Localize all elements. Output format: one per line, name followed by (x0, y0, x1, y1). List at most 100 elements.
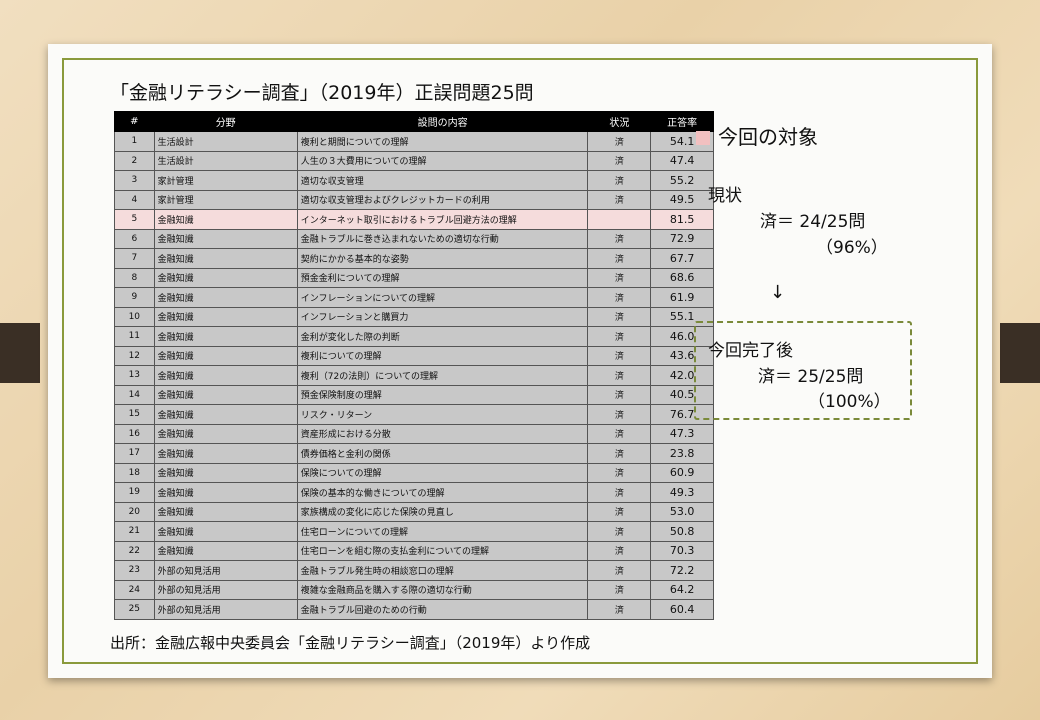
col-header-rate: 正答率 (650, 111, 714, 132)
table-body: 1 生活設計 複利と期間についての理解済 54.1 2 生活設計 人生の３大費用についての理… (114, 131, 714, 620)
cell-question: 適切な収支管理およびクレジットカードの利用 (296, 189, 589, 210)
cell-status: 済 (587, 228, 652, 249)
cell-number: 23 (114, 560, 155, 581)
table-row: 8 金融知識 預金金利についての理解済 68.6 (114, 267, 714, 288)
cell-question: 適切な収支管理 (296, 170, 589, 191)
cell-status: 済 (587, 501, 652, 522)
current-percent: （96%） (816, 238, 888, 258)
cell-question: インフレーションについての理解 (296, 287, 589, 308)
cell-question: インターネット取引におけるトラブル回避方法の理解 (296, 209, 589, 230)
table-row: 11 金融知識 金利が変化した際の判断済 46.0 (114, 326, 714, 347)
table-row: 17 金融知識 債券価格と金利の関係済 23.8 (114, 443, 714, 464)
cell-number: 16 (114, 423, 155, 444)
cell-number: 6 (114, 228, 155, 249)
table-row: 18 金融知識 保険についての理解済 60.9 (114, 462, 714, 483)
cell-status: 済 (587, 326, 652, 347)
after-completion-box (694, 321, 912, 420)
cell-field: 金融知識 (153, 443, 298, 464)
cell-number: 15 (114, 404, 155, 425)
cell-field: 家計管理 (153, 189, 298, 210)
cell-field: 外部の知見活用 (153, 599, 298, 620)
cell-rate: 72.9 (650, 228, 714, 249)
cell-field: 外部の知見活用 (153, 579, 298, 600)
cell-field: 外部の知見活用 (153, 560, 298, 581)
table-row: 23 外部の知見活用 金融トラブル発生時の相談窓口の理解済 72.2 (114, 560, 714, 581)
cell-status: 済 (587, 462, 652, 483)
cell-number: 18 (114, 462, 155, 483)
slide-title: 「金融リテラシー調査」（2019年）正誤問題25問 (110, 82, 534, 104)
table-row: 7 金融知識 契約にかかる基本的な姿勢済 67.7 (114, 248, 714, 269)
cell-number: 4 (114, 189, 155, 210)
table-row: 2 生活設計 人生の３大費用についての理解済 47.4 (114, 150, 714, 171)
cell-status: 済 (587, 248, 652, 269)
cell-rate: 72.2 (650, 560, 714, 581)
cell-field: 生活設計 (153, 131, 298, 152)
table-row: 13 金融知識 複利（72の法則）についての理解済 42.0 (114, 365, 714, 386)
cell-field: 金融知識 (153, 248, 298, 269)
cell-question: 金融トラブルに巻き込まれないための適切な行動 (296, 228, 589, 249)
current-value: 済＝ 24/25問 (760, 212, 866, 232)
target-heading: 今回の対象 (696, 121, 818, 150)
cell-question: 家族構成の変化に応じた保険の見直し (296, 501, 589, 522)
cell-rate: 81.5 (650, 209, 714, 230)
table-row: 12 金融知識 複利についての理解済 43.6 (114, 345, 714, 366)
cell-status: 済 (587, 560, 652, 581)
cell-status: 済 (587, 404, 652, 425)
cell-status: 済 (587, 150, 652, 171)
cell-rate: 55.2 (650, 170, 714, 191)
cell-rate: 42.0 (650, 365, 714, 386)
cell-number: 12 (114, 345, 155, 366)
cell-number: 5 (114, 209, 155, 230)
cell-field: 金融知識 (153, 501, 298, 522)
table-row: 25 外部の知見活用 金融トラブル回避のための行動済 60.4 (114, 599, 714, 620)
cell-question: 住宅ローンを組む際の支払金利についての理解 (296, 540, 589, 561)
table-row: 10 金融知識 インフレーションと購買力済 55.1 (114, 306, 714, 327)
cell-rate: 68.6 (650, 267, 714, 288)
cell-status: 済 (587, 443, 652, 464)
slide: 「金融リテラシー調査」（2019年）正誤問題25問 # 分野 設問の内容 状況 … (48, 44, 992, 678)
table-row: 20 金融知識 家族構成の変化に応じた保険の見直し済 53.0 (114, 501, 714, 522)
cell-rate: 61.9 (650, 287, 714, 308)
after-percent: （100%） (808, 392, 891, 412)
cell-field: 金融知識 (153, 345, 298, 366)
cell-number: 24 (114, 579, 155, 600)
cell-field: 金融知識 (153, 228, 298, 249)
cell-question: 契約にかかる基本的な姿勢 (296, 248, 589, 269)
cell-status (587, 209, 652, 230)
cell-status: 済 (587, 170, 652, 191)
cell-rate: 23.8 (650, 443, 714, 464)
table-row: 6 金融知識 金融トラブルに巻き込まれないための適切な行動済 72.9 (114, 228, 714, 249)
current-label: 現状 (708, 186, 742, 206)
table-header-row: # 分野 設問の内容 状況 正答率 (114, 111, 714, 132)
cell-question: 金利が変化した際の判断 (296, 326, 589, 347)
cell-field: 生活設計 (153, 150, 298, 171)
cell-question: 複利（72の法則）についての理解 (296, 365, 589, 386)
cell-status: 済 (587, 423, 652, 444)
target-heading-text: 今回の対象 (718, 125, 818, 149)
cell-field: 金融知識 (153, 384, 298, 405)
cell-status: 済 (587, 599, 652, 620)
col-header-number: # (114, 111, 155, 132)
table-row: 15 金融知識 リスク・リターン済 76.7 (114, 404, 714, 425)
cell-rate: 64.2 (650, 579, 714, 600)
col-header-field: 分野 (153, 111, 298, 132)
cell-field: 金融知識 (153, 404, 298, 425)
cell-question: 複利についての理解 (296, 345, 589, 366)
cell-rate: 49.3 (650, 482, 714, 503)
cell-rate: 43.6 (650, 345, 714, 366)
cell-question: 住宅ローンについての理解 (296, 521, 589, 542)
cell-question: 金融トラブル回避のための行動 (296, 599, 589, 620)
cell-number: 9 (114, 287, 155, 308)
cell-question: 保険の基本的な働きについての理解 (296, 482, 589, 503)
cell-number: 7 (114, 248, 155, 269)
after-label: 今回完了後 (708, 341, 793, 361)
cell-status: 済 (587, 540, 652, 561)
cell-number: 13 (114, 365, 155, 386)
slide-frame (62, 58, 978, 664)
cell-status: 済 (587, 267, 652, 288)
cell-rate: 47.4 (650, 150, 714, 171)
cell-number: 22 (114, 540, 155, 561)
cell-question: 預金保険制度の理解 (296, 384, 589, 405)
cell-field: 金融知識 (153, 326, 298, 347)
cell-status: 済 (587, 521, 652, 542)
